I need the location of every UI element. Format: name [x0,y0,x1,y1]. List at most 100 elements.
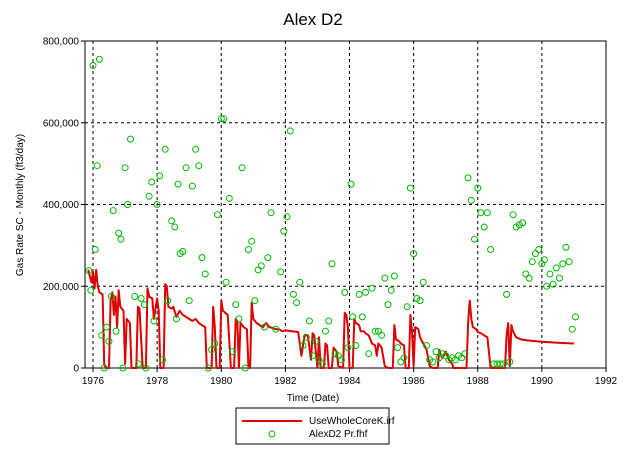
data-point-alexd2 [235,315,243,323]
data-point-alexd2 [156,172,164,180]
data-point-alexd2 [251,297,259,305]
data-point-alexd2 [397,358,405,366]
data-point-alexd2 [168,217,176,225]
data-point-alexd2 [145,192,153,200]
data-point-alexd2 [195,162,203,170]
y-tick-label: 0 [73,364,79,375]
data-point-alexd2 [556,274,563,282]
data-point-alexd2 [257,262,265,270]
data-point-alexd2 [416,297,424,305]
data-point-alexd2 [419,278,427,286]
data-point-alexd2 [142,364,150,372]
data-point-alexd2 [293,299,301,307]
data-point-alexd2 [381,274,389,282]
chart-title: Alex D2 [283,10,343,29]
legend-label-markers: AlexD2 Pr.fhf [309,429,368,440]
data-point-alexd2 [387,286,395,294]
y-axis: 0 200,000 400,000 600,000 800,000 [43,37,85,375]
plot-series [85,55,579,372]
data-point-alexd2 [174,180,182,188]
data-point-alexd2 [552,264,560,272]
data-point-alexd2 [464,174,472,182]
data-point-alexd2 [403,303,411,311]
data-point-alexd2 [305,317,313,325]
data-point-alexd2 [328,260,336,268]
data-point-alexd2 [179,248,187,255]
data-point-alexd2 [112,327,120,335]
data-point-alexd2 [85,267,93,275]
data-point-alexd2 [496,360,504,368]
data-point-alexd2 [325,317,333,325]
data-point-alexd2 [371,327,379,335]
data-point-alexd2 [358,313,366,321]
data-point-alexd2 [338,356,345,364]
data-point-alexd2 [471,235,478,243]
data-point-alexd2 [261,323,268,331]
data-point-alexd2 [546,270,554,278]
y-tick-label: 800,000 [43,37,80,48]
data-point-alexd2 [254,266,262,274]
data-point-alexd2 [499,360,507,368]
legend-label-line: UseWholeCoreK.irf [309,416,395,427]
data-point-alexd2 [283,213,291,221]
data-point-alexd2 [185,297,193,305]
data-point-alexd2 [286,127,294,135]
data-point-alexd2 [347,180,355,188]
data-point-alexd2 [289,290,297,298]
data-point-alexd2 [119,364,127,372]
data-point-alexd2 [171,223,179,231]
x-tick-label: 1990 [531,376,554,387]
data-point-alexd2 [98,331,106,339]
x-tick-label: 1978 [146,376,169,387]
data-point-alexd2 [355,290,363,298]
data-point-alexd2 [201,270,209,278]
legend-marker-swatch [268,430,276,438]
data-point-alexd2 [280,227,288,235]
data-point-alexd2 [264,254,272,262]
data-point-alexd2 [87,286,95,294]
data-point-alexd2 [115,229,123,237]
data-point-alexd2 [483,209,491,217]
data-point-alexd2 [238,164,246,172]
data-point-alexd2 [362,288,369,296]
data-point-alexd2 [103,323,110,331]
legend: UseWholeCoreK.irf AlexD2 Pr.fhf [235,407,395,445]
data-point-alexd2 [109,207,117,215]
data-point-alexd2 [318,360,326,368]
data-point-alexd2 [198,254,206,262]
data-point-alexd2 [172,315,180,323]
data-point-alexd2 [229,348,236,356]
data-point-alexd2 [400,354,408,362]
x-axis: 1976 1978 1980 1982 1984 1986 1988 1990 1992 [82,368,618,387]
data-point-alexd2 [565,258,573,266]
data-point-alexd2 [312,337,320,345]
data-point-alexd2 [153,201,161,208]
data-point-alexd2 [568,325,576,333]
y-tick-label: 600,000 [43,118,80,129]
data-point-alexd2 [423,342,430,349]
data-point-alexd2 [429,358,437,366]
data-point-alexd2 [107,293,115,300]
data-point-alexd2 [572,313,579,321]
data-point-alexd2 [117,235,125,243]
data-point-alexd2 [277,268,285,276]
data-point-alexd2 [549,280,557,288]
data-point-alexd2 [535,246,543,253]
data-point-alexd2 [432,348,440,356]
data-point-alexd2 [477,209,485,217]
data-point-alexd2 [349,313,357,321]
data-point-alexd2 [204,364,212,372]
data-point-alexd2 [89,62,97,69]
data-point-alexd2 [135,360,142,368]
data-point-alexd2 [137,295,145,302]
data-point-alexd2 [272,325,280,333]
data-point-alexd2 [161,145,169,153]
data-point-alexd2 [140,301,148,309]
data-point-alexd2 [220,115,228,123]
x-tick-label: 1986 [403,376,426,387]
x-tick-label: 1980 [210,376,233,387]
data-point-alexd2 [127,135,134,143]
data-point-alexd2 [248,237,256,245]
data-point-alexd2 [208,346,216,354]
data-point-alexd2 [150,317,158,325]
